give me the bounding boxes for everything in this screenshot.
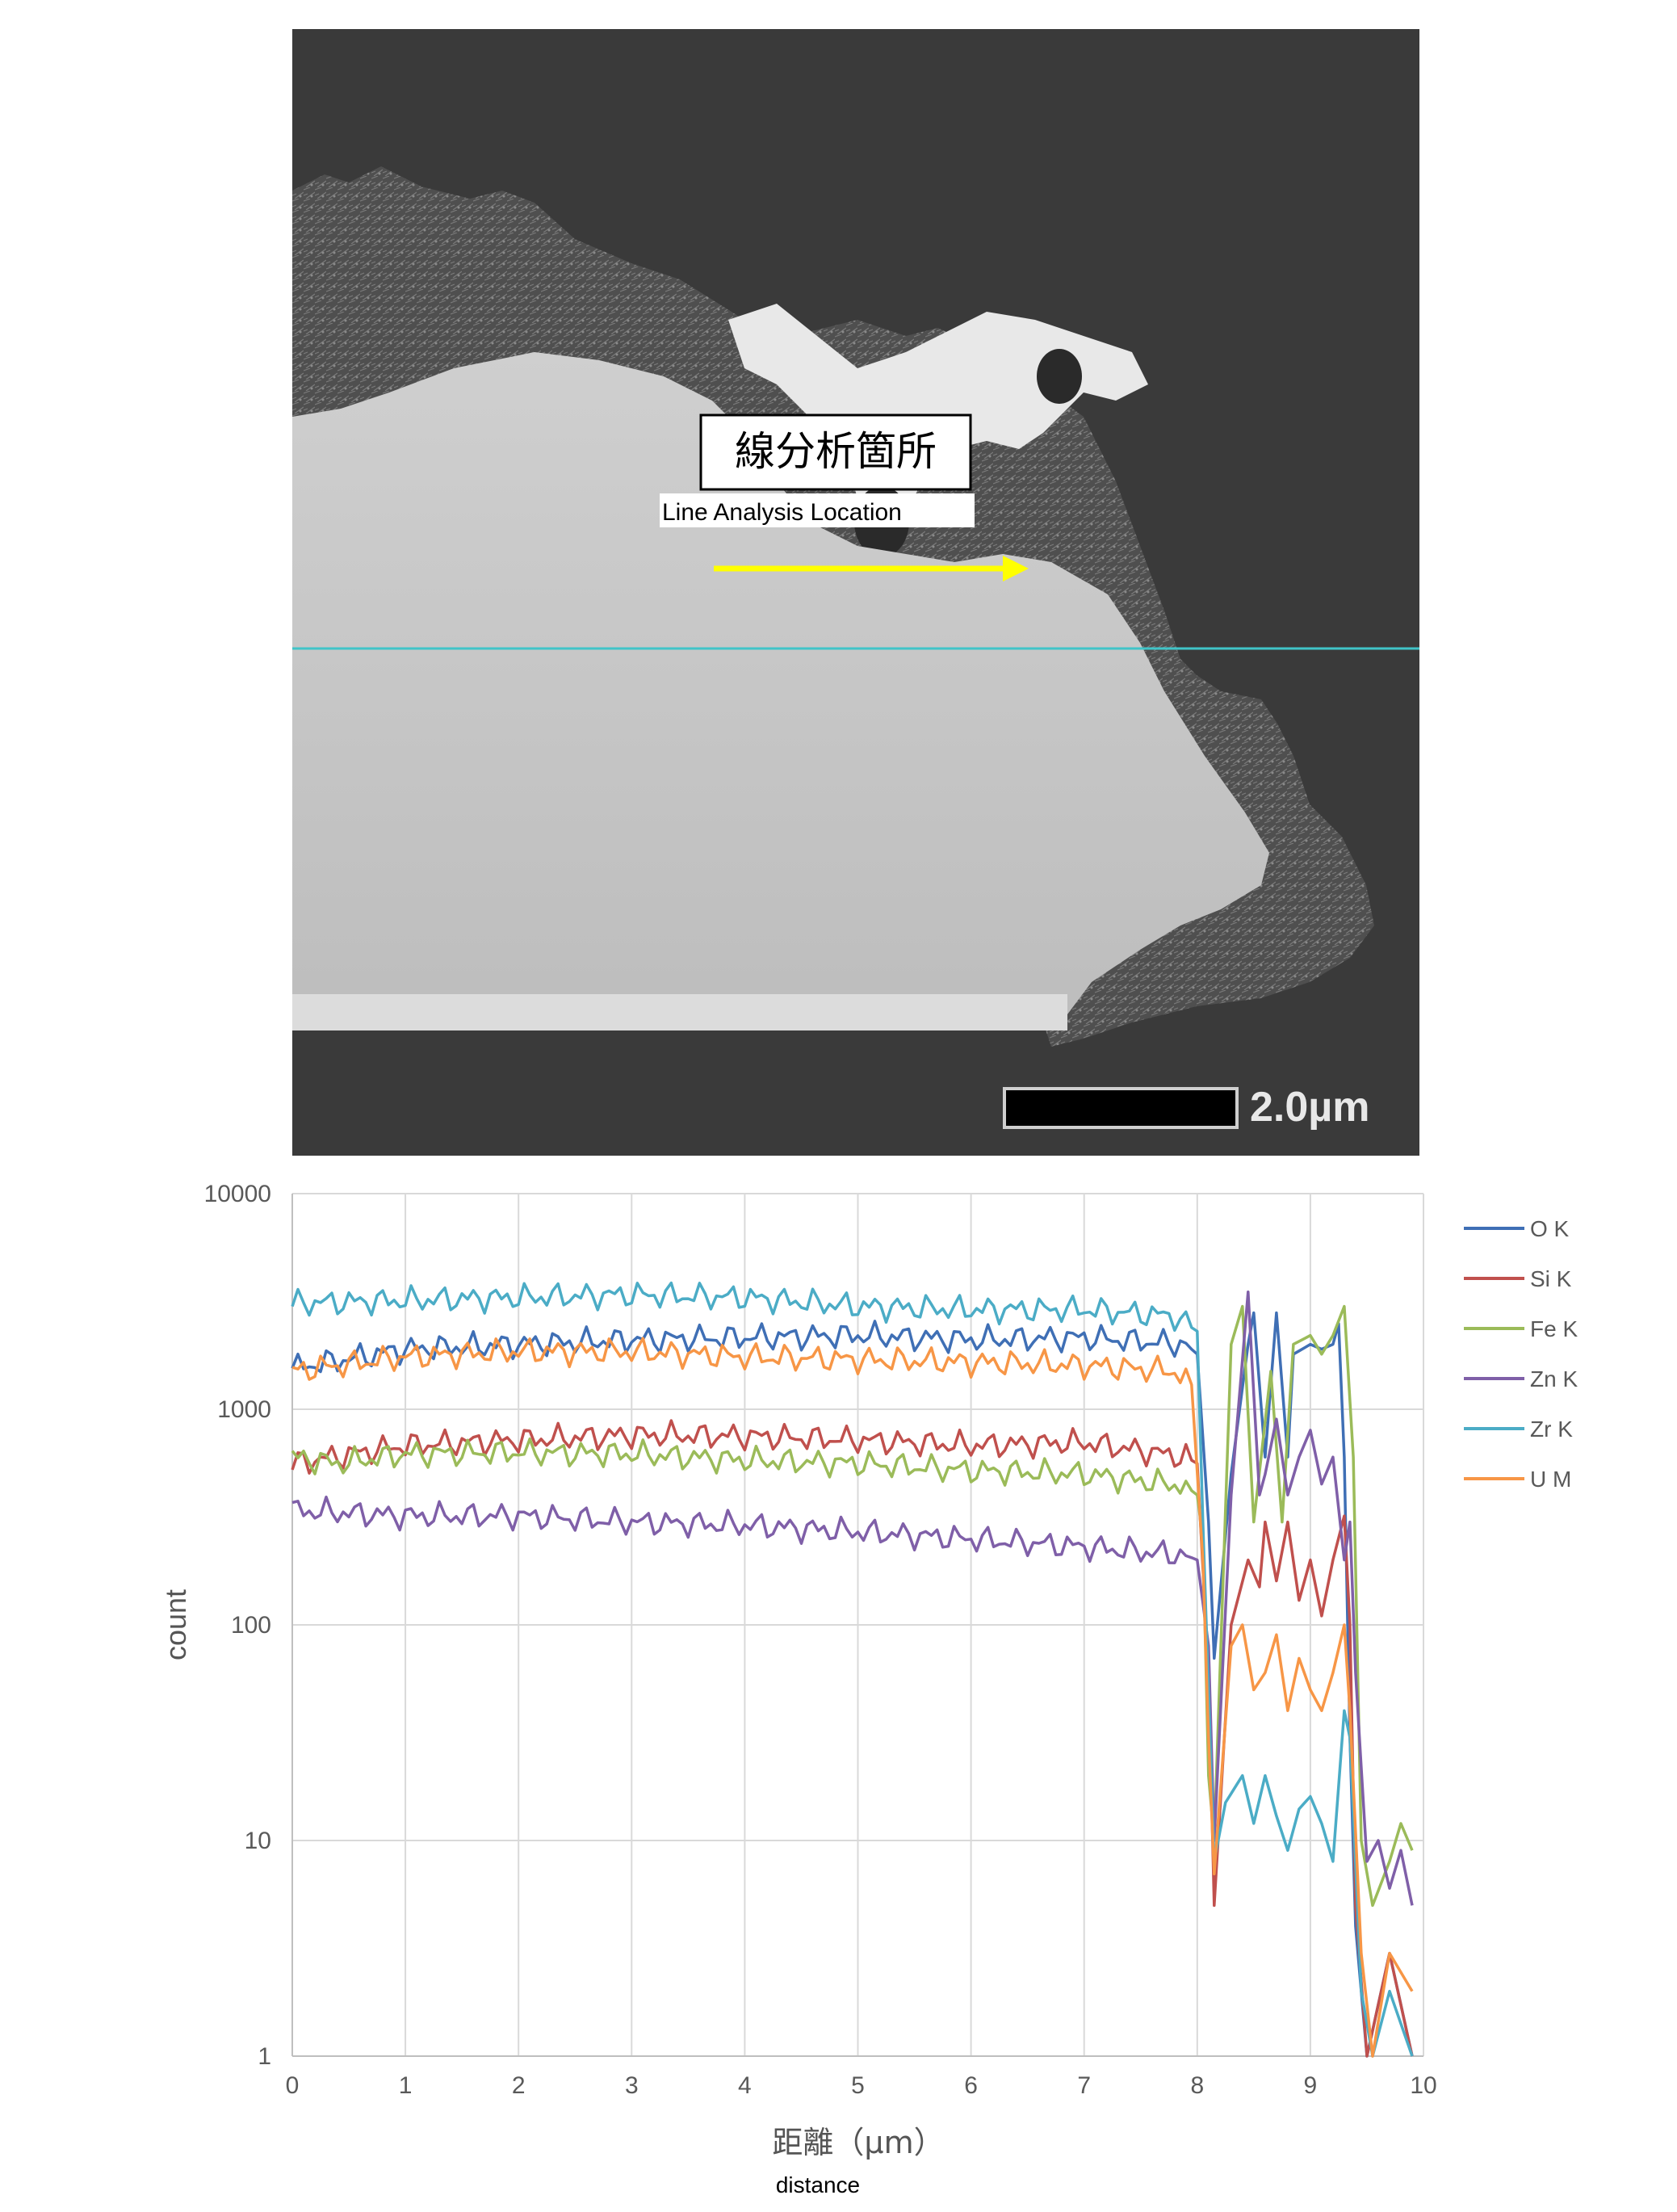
x-tick-label: 8 bbox=[1190, 2072, 1204, 2099]
series-line-zr-k bbox=[291, 1281, 1414, 2058]
y-axis-label: count bbox=[159, 1589, 192, 1660]
y-tick-label: 1 bbox=[258, 2043, 271, 2070]
x-axis-label: 距離（µm） bbox=[772, 2125, 944, 2160]
legend-label: Zn K bbox=[1530, 1366, 1578, 1391]
series-line-o-k bbox=[291, 1311, 1414, 2058]
y-tick-label: 100 bbox=[231, 1612, 271, 1639]
chart-legend: O K Si K Fe K Zn K Zr K U M bbox=[1464, 1216, 1578, 1492]
series-line-u-m bbox=[291, 1337, 1414, 2058]
x-tick-label: 7 bbox=[1077, 2072, 1091, 2099]
x-axis-label-en: distance bbox=[776, 2172, 860, 2197]
arrow-head-icon bbox=[1003, 556, 1029, 581]
callout-label-en: Line Analysis Location bbox=[662, 499, 902, 526]
callout-label-jp: 線分析箇所 bbox=[735, 428, 937, 475]
x-tick-label: 6 bbox=[964, 2072, 978, 2099]
void bbox=[1037, 349, 1082, 404]
y-tick-label: 10 bbox=[245, 1828, 271, 1854]
x-tick-label: 3 bbox=[625, 2072, 639, 2099]
x-tick-label: 9 bbox=[1304, 2072, 1318, 2099]
callout-box bbox=[699, 413, 972, 491]
x-tick-label: 10 bbox=[1410, 2072, 1436, 2099]
x-tick-label: 5 bbox=[851, 2072, 865, 2099]
y-tick-label: 10000 bbox=[204, 1181, 271, 1207]
x-tick-label: 4 bbox=[738, 2072, 752, 2099]
series-line-si-k bbox=[291, 1419, 1414, 2058]
chart-series bbox=[291, 1281, 1414, 2058]
particle-base bbox=[292, 994, 1067, 1030]
legend-label: Fe K bbox=[1530, 1316, 1578, 1341]
scale-bar-frame bbox=[1003, 1087, 1239, 1129]
legend-label: Zr K bbox=[1530, 1417, 1573, 1442]
particle-body bbox=[292, 352, 1269, 1030]
series-line-zn-k bbox=[291, 1290, 1414, 1906]
x-tick-label: 1 bbox=[399, 2072, 413, 2099]
x-tick-label: 2 bbox=[512, 2072, 526, 2099]
x-tick-label: 0 bbox=[286, 2072, 300, 2099]
series-line-fe-k bbox=[291, 1304, 1414, 1908]
scale-bar-label: 2.0µm bbox=[1250, 1084, 1369, 1131]
legend-label: O K bbox=[1530, 1216, 1570, 1241]
legend-label: Si K bbox=[1530, 1266, 1572, 1291]
callout-en-bg bbox=[660, 493, 975, 527]
legend-label: U M bbox=[1530, 1467, 1571, 1492]
y-tick-label: 1000 bbox=[217, 1396, 271, 1423]
sem-micrograph: 線分析箇所 Line Analysis Location 2.0µm bbox=[292, 29, 1419, 1156]
